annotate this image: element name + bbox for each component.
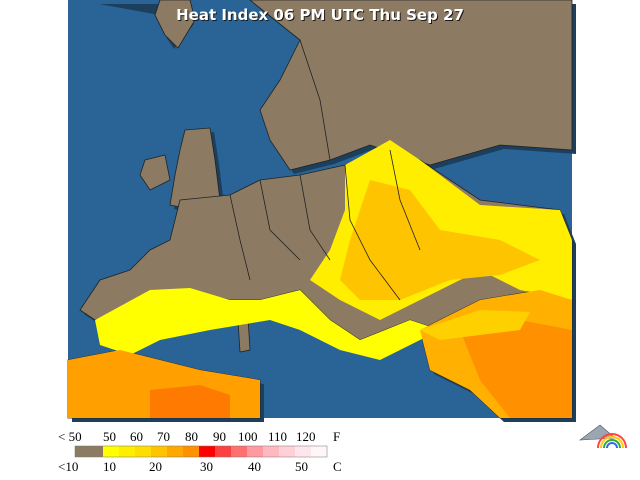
legend-label: 70 <box>157 429 170 444</box>
legend-unit: C <box>333 459 342 474</box>
legend-label: < 50 <box>58 429 82 444</box>
legend-unit: F <box>333 429 340 444</box>
map-title: Heat Index 06 PM UTC Thu Sep 27 <box>176 6 464 24</box>
legend-label: 90 <box>213 429 226 444</box>
map <box>67 0 576 422</box>
legend-label: 50 <box>295 459 308 474</box>
legend-label: 80 <box>185 429 198 444</box>
legend-label: 100 <box>238 429 258 444</box>
legend: < 50 50 60 70 80 90 100 110 120 F <10 10… <box>58 429 342 474</box>
logo <box>579 424 627 449</box>
legend-label: <10 <box>58 459 78 474</box>
legend-label: 20 <box>149 459 162 474</box>
title-shadow: Heat Index 06 PM UTC Thu Sep 27 <box>177 7 465 25</box>
legend-label: 60 <box>130 429 143 444</box>
legend-label: 110 <box>268 429 287 444</box>
legend-label: 120 <box>296 429 316 444</box>
legend-label: 40 <box>248 459 261 474</box>
legend-label: 10 <box>103 459 116 474</box>
legend-label: 50 <box>103 429 116 444</box>
legend-label: 30 <box>200 459 213 474</box>
